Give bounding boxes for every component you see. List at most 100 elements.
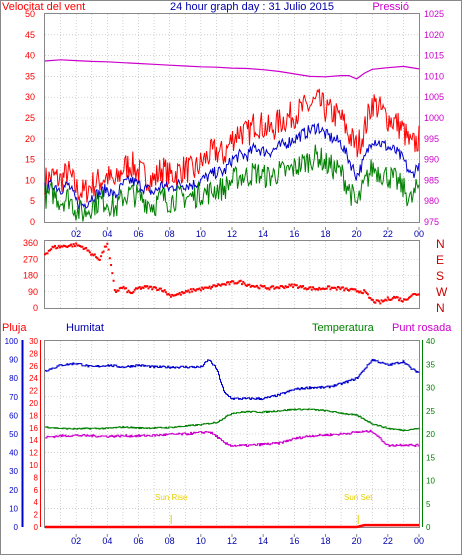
- direction-point: [411, 293, 414, 296]
- direction-point: [278, 287, 281, 290]
- direction-point: [130, 291, 133, 294]
- direction-point: [391, 297, 394, 300]
- pressure-tick: 995: [424, 134, 439, 144]
- direction-point: [284, 285, 287, 288]
- direction-point: [80, 245, 83, 248]
- direction-point: [108, 257, 111, 260]
- direction-point: [304, 287, 307, 290]
- direction-point: [171, 293, 174, 296]
- humidity-label: Humitat: [66, 322, 104, 334]
- time-tick-label: 14: [258, 536, 268, 546]
- direction-point: [221, 283, 224, 286]
- direction-point: [62, 244, 65, 247]
- temperature-tick: 25: [426, 407, 435, 416]
- wind-speed-tick: 35: [25, 71, 35, 81]
- direction-point: [336, 285, 339, 288]
- time-tick-label: 04: [102, 229, 112, 239]
- direction-point: [176, 293, 179, 296]
- rain-tick: 22: [29, 387, 38, 396]
- direction-point: [82, 248, 85, 251]
- pressure-tick: 975: [424, 217, 439, 227]
- direction-point: [305, 288, 308, 291]
- pressure-tick: 980: [424, 196, 439, 206]
- rain-tick: 8: [34, 473, 39, 482]
- direction-point: [279, 285, 282, 288]
- direction-point: [57, 244, 60, 247]
- rain-tick: 26: [29, 362, 38, 371]
- direction-point: [193, 289, 196, 292]
- direction-point: [207, 286, 210, 289]
- direction-point: [406, 298, 409, 301]
- time-tick-label: 00: [414, 536, 424, 546]
- direction-point: [404, 298, 407, 301]
- direction-point: [240, 283, 243, 286]
- series-rain: [45, 523, 419, 529]
- direction-point: [44, 253, 46, 256]
- direction-point: [294, 284, 297, 287]
- series-wind_max: [44, 88, 420, 203]
- direction-point: [265, 287, 268, 290]
- direction-point: [274, 286, 277, 289]
- direction-point: [275, 286, 278, 289]
- direction-point: [413, 292, 416, 295]
- time-axis-bottom: 02 04 06 08 10 12 14 16 18 20 22 00: [71, 534, 424, 546]
- wind-speed-axis: 0 5 10 15 20 25 30 35 40 45 50: [25, 9, 35, 227]
- direction-point: [280, 285, 283, 288]
- direction-point: [395, 295, 398, 298]
- direction-point: [208, 285, 211, 288]
- direction-point: [370, 298, 373, 301]
- direction-point: [244, 284, 247, 287]
- direction-point: [142, 286, 145, 289]
- direction-point: [235, 282, 238, 285]
- wind-speed-tick: 0: [30, 217, 35, 227]
- direction-point: [353, 288, 356, 291]
- direction-point: [330, 286, 333, 289]
- direction-point: [137, 286, 140, 289]
- direction-point: [379, 302, 382, 305]
- direction-point: [118, 287, 121, 290]
- humidity-tick: 10: [9, 504, 18, 513]
- direction-point: [174, 294, 177, 297]
- wind-speed-tick: 10: [25, 175, 35, 185]
- direction-point: [250, 284, 253, 287]
- pressure-tick: 1025: [424, 9, 444, 19]
- direction-point: [120, 286, 123, 289]
- direction-point: [227, 281, 230, 284]
- direction-point: [384, 298, 387, 301]
- direction-point: [71, 245, 74, 248]
- direction-point: [128, 291, 131, 294]
- direction-point: [267, 287, 270, 290]
- direction-point: [51, 245, 54, 248]
- humidity-tick: 40: [9, 449, 18, 458]
- direction-point: [189, 288, 192, 291]
- direction-point: [243, 282, 246, 285]
- series-humidity: [45, 358, 420, 401]
- direction-point: [233, 282, 236, 285]
- direction-point: [202, 288, 205, 291]
- series-wind_avg: [44, 122, 420, 210]
- direction-point: [245, 284, 248, 287]
- direction-point: [103, 245, 106, 248]
- direction-point: [83, 247, 86, 250]
- direction-point: [122, 285, 125, 288]
- direction-point: [393, 295, 396, 298]
- direction-point: [399, 297, 402, 300]
- direction-point: [184, 290, 187, 293]
- direction-point: [112, 279, 115, 282]
- direction-point: [231, 280, 233, 283]
- direction-point: [325, 287, 328, 290]
- time-tick-label: 12: [227, 536, 237, 546]
- direction-point: [290, 283, 293, 286]
- temperature-tick: 40: [426, 337, 435, 346]
- direction-point: [60, 245, 63, 248]
- temperature-axis: 0 5 10 15 20 25 30 35 40: [426, 337, 435, 532]
- time-tick-label: 06: [133, 229, 143, 239]
- direction-tick: 180: [23, 271, 38, 281]
- direction-point: [106, 242, 109, 245]
- sun-annotations: Sun Rise Sun Set: [155, 493, 373, 524]
- compass-label: S: [436, 269, 444, 283]
- pressure-tick: 1010: [424, 71, 444, 81]
- direction-point: [78, 244, 81, 247]
- wind-speed-tick: 40: [25, 51, 35, 61]
- direction-point: [172, 294, 175, 297]
